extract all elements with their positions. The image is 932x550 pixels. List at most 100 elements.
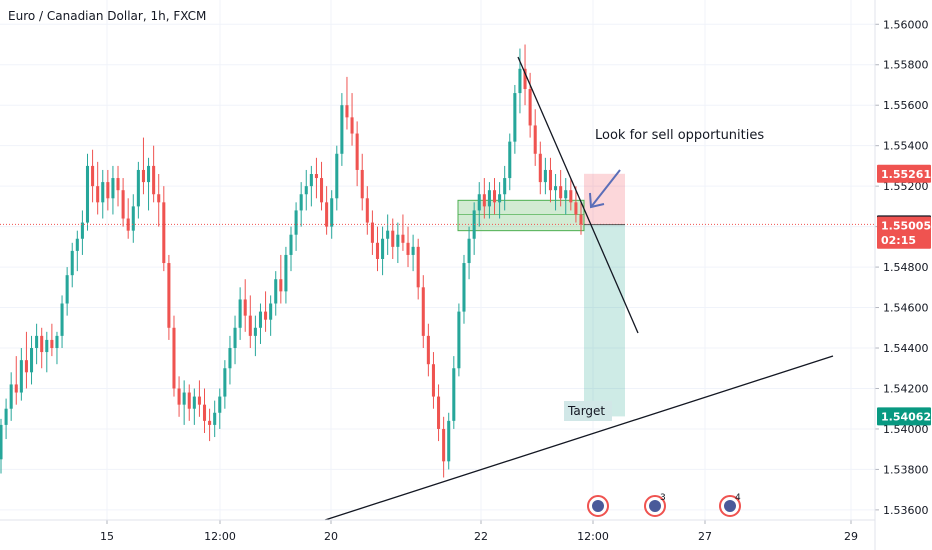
profit-target-zone[interactable] [584,224,625,417]
candle-body [243,299,247,316]
target-label[interactable]: Target [567,404,605,418]
candle-body [554,186,558,191]
candle-body [564,190,568,199]
candle-body [141,169,145,183]
y-tick-label: 1.55200 [883,180,929,193]
candle-body [0,424,3,460]
y-tick-label: 1.53800 [883,463,929,476]
candle-body [528,89,532,126]
candle-body [345,105,349,118]
candle-body [508,141,512,179]
candle-body [340,105,344,154]
candle-body [208,420,212,425]
candle-body [136,169,140,207]
candle-body [482,194,486,207]
candle-body [218,396,222,413]
candle-body [284,254,288,292]
economic-event-icon[interactable] [587,495,609,517]
candle-body [518,68,522,94]
candle-body [457,311,461,369]
candle-body [411,246,415,255]
y-tick-label: 1.54400 [883,342,929,355]
candle-body [330,198,334,227]
candle-body [579,214,583,225]
price-badge-bg [877,230,931,249]
candle-body [437,396,441,429]
candle-body [406,242,410,255]
candle-body [309,174,313,187]
price-badge: 02:15 [877,230,931,249]
candle-body [19,360,23,393]
candle-body [533,125,537,154]
candle-body [197,396,201,405]
candle-body [223,368,227,397]
labels: 1.53600 1.53800 1.54000 1.54200 1.54400 1.546… [100,18,931,543]
candle-body [96,186,100,203]
support-box[interactable] [457,199,585,232]
candle-body [162,202,166,264]
candle-body [30,348,34,373]
y-tick-label: 1.55400 [883,140,929,153]
sell-annotation[interactable]: Look for sell opportunities [595,128,764,143]
candle-body [50,339,54,349]
x-tick-label: 27 [698,530,712,543]
x-tick-label: 29 [844,530,858,543]
candle-body [467,238,471,264]
candle-body [401,234,405,243]
candle-body [294,210,298,235]
candle-body [45,339,49,353]
y-tick-label: 1.54600 [883,302,929,315]
y-tick-label: 1.55600 [883,99,929,112]
y-tick-label: 1.54800 [883,261,929,274]
candle-body [431,364,435,397]
candle-body [574,202,578,215]
x-tick-label: 15 [100,530,114,543]
candle-body [75,238,79,251]
candle-body [177,388,181,405]
candle-body [182,392,186,405]
candle-body [172,327,176,389]
candle-body [513,93,517,142]
price-badge-text: 1.55005 [881,220,931,233]
economic-event-icon[interactable]: 3 [644,493,666,517]
price-badge: 1.54062 [877,407,931,426]
candle-body [228,348,232,369]
candle-body [559,186,563,199]
candle-body [426,335,430,365]
candle-body [238,299,242,328]
candle-body [538,153,542,183]
candle-body [131,206,135,231]
economic-event-icon[interactable]: 4 [719,493,741,517]
candle-body [350,117,354,134]
x-tick-label: 12:00 [577,530,609,543]
candle-body [365,198,369,223]
ascending-trendline[interactable] [324,355,834,521]
candle-body [503,178,507,195]
price-badge-text: 1.55261 [881,168,931,181]
candle-body [70,250,74,276]
candles [0,44,583,478]
candle-body [487,190,491,207]
candle-body [279,279,283,292]
arrow-head [589,192,605,209]
event-marker-inner [724,500,736,512]
candle-body [386,230,390,239]
candle-body [192,396,196,409]
candle-body [85,165,90,223]
candle-body [360,169,364,199]
chart-title: Euro / Canadian Dollar, 1h, FXCM [8,9,206,23]
event-count: 3 [660,493,666,503]
candle-body [416,246,420,288]
candle-body [233,327,237,349]
candle-body [543,169,547,183]
candle-body [299,194,303,211]
candle-body [147,165,151,183]
descending-trendline[interactable] [517,56,639,334]
candle-body [106,182,110,199]
drawings: Look for sell opportunities Target 3 4 [0,56,875,521]
price-badge-bg [877,216,931,235]
candle-body [187,392,191,409]
candle-body [126,218,130,231]
